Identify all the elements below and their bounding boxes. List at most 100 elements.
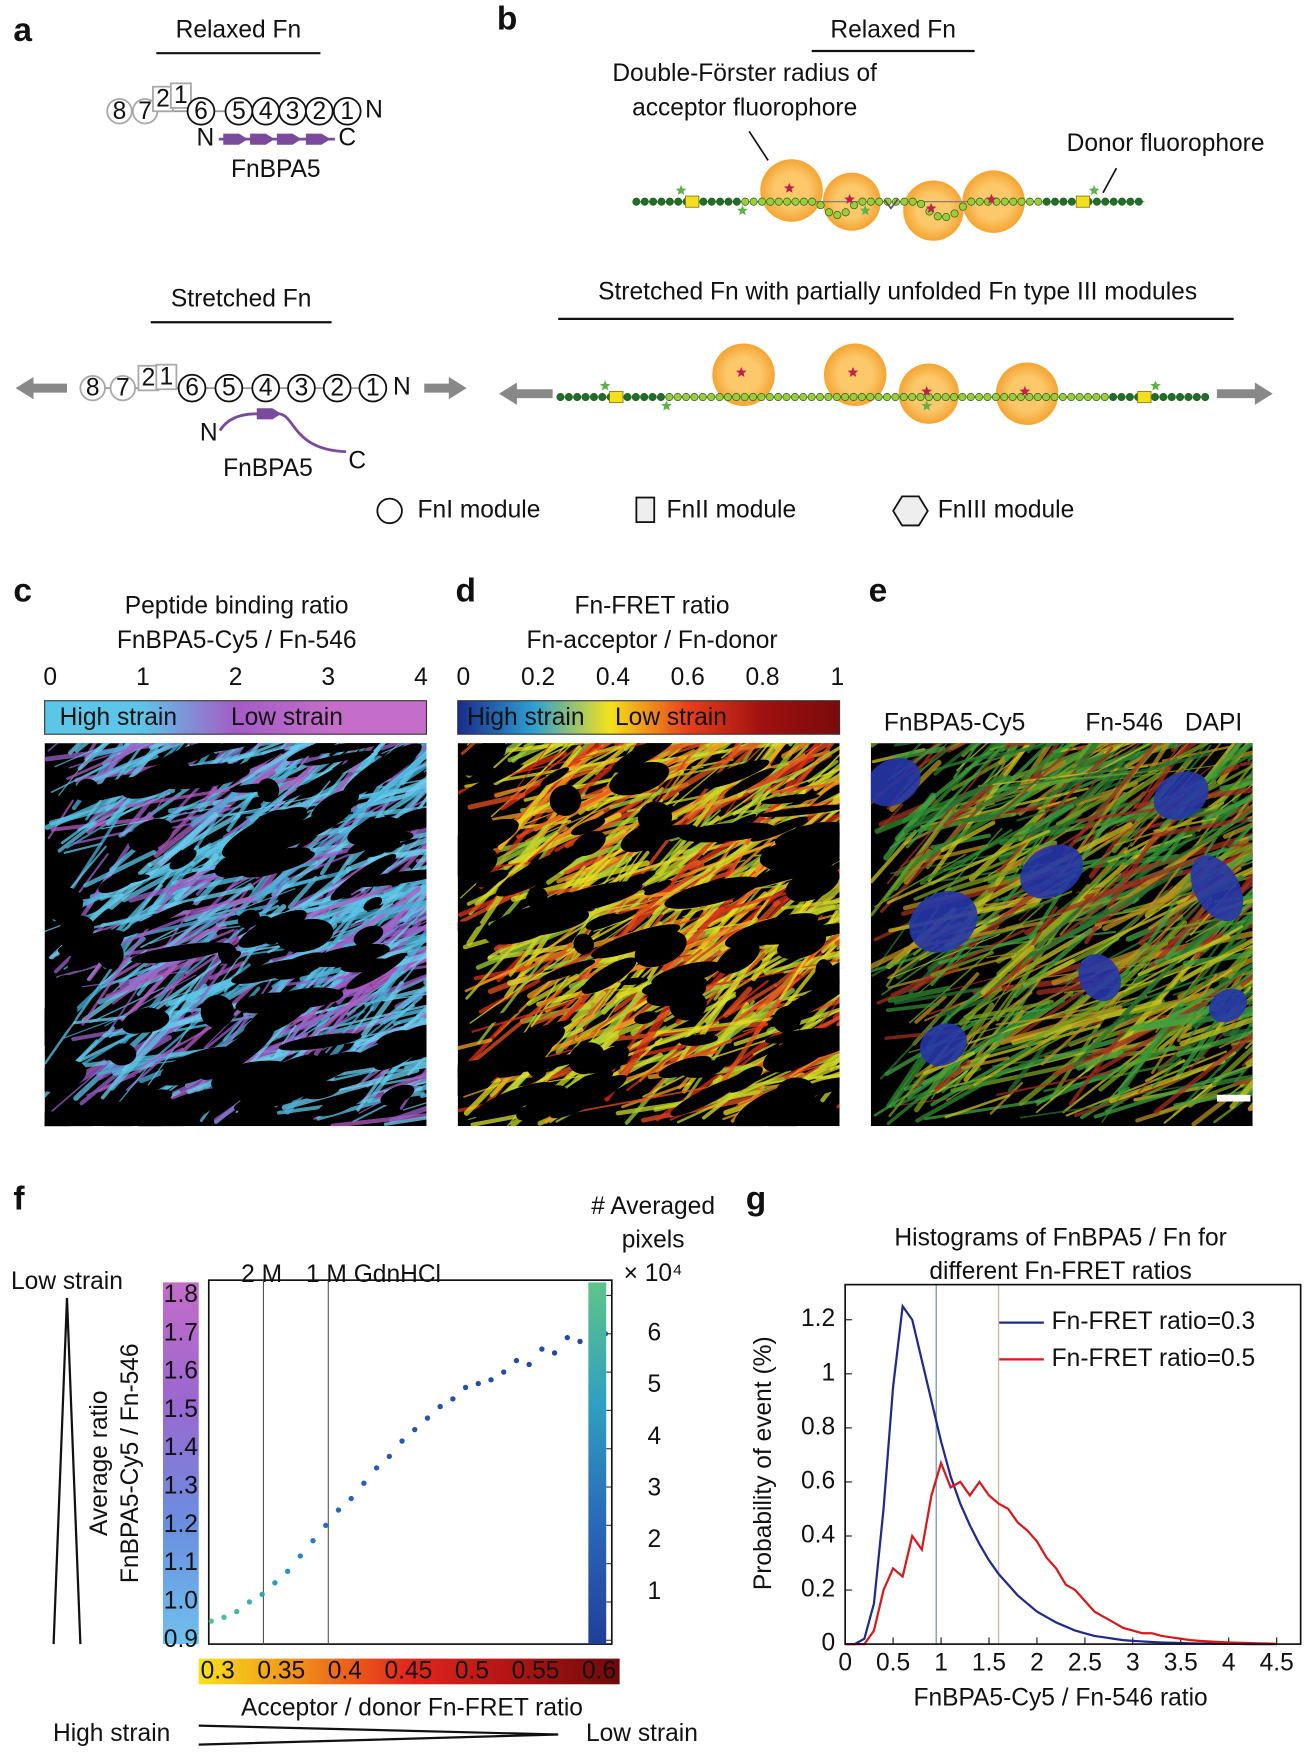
module-number: 2 — [330, 375, 344, 402]
donor-star — [1088, 184, 1100, 195]
module-number: 4 — [259, 98, 273, 125]
chain-bead — [1167, 393, 1176, 402]
chain-bead — [732, 393, 741, 402]
fiber — [1081, 894, 1182, 964]
fiber — [185, 899, 279, 975]
void — [525, 887, 548, 908]
point — [564, 1334, 570, 1341]
fiber — [1242, 978, 1253, 987]
y-colorbar — [163, 1282, 199, 1645]
void — [237, 909, 260, 929]
fiber — [945, 1075, 986, 1102]
strain-label: Low strain — [586, 1720, 698, 1747]
fiber — [295, 973, 427, 1029]
fiber — [894, 743, 919, 747]
fiber — [890, 929, 1025, 997]
fiber — [781, 935, 840, 1011]
module-number: 6 — [185, 375, 199, 402]
fiber — [876, 966, 960, 1005]
fiber — [249, 743, 356, 823]
fiber — [389, 1105, 427, 1124]
void — [44, 1009, 63, 1040]
void — [609, 761, 670, 796]
panel-label: d — [456, 572, 476, 609]
reference-label: 2 M — [241, 1261, 282, 1288]
void — [221, 950, 242, 964]
chain-bead — [1118, 197, 1127, 206]
point — [259, 1591, 265, 1597]
x-tick-label: 0.3 — [201, 1658, 235, 1685]
fiber — [421, 752, 427, 761]
fiber — [100, 804, 232, 830]
fiber — [1222, 910, 1253, 939]
chain-bead — [682, 393, 691, 402]
point — [424, 1415, 431, 1421]
void — [286, 743, 346, 762]
fiber — [894, 746, 946, 760]
fiber — [727, 983, 778, 1016]
fiber — [832, 1010, 840, 1020]
count-colorbar — [588, 1282, 607, 1645]
fiber — [1076, 1049, 1124, 1071]
fiber — [1241, 1084, 1253, 1098]
chain-bead — [698, 393, 707, 402]
void — [108, 1043, 137, 1066]
peptide-name: FnBPA5 — [223, 455, 313, 482]
chain-bead — [564, 393, 573, 402]
chain-bead — [707, 197, 716, 206]
chain-bead — [841, 208, 850, 217]
void — [473, 1082, 554, 1118]
fiber — [887, 985, 951, 1003]
fiber — [464, 942, 573, 993]
module-number: 1 — [160, 364, 174, 391]
chain-bead — [967, 197, 976, 206]
fiber — [980, 944, 1035, 995]
fiber — [915, 1067, 1011, 1123]
fiber — [1224, 1076, 1253, 1100]
void — [679, 1034, 719, 1046]
pointer — [748, 130, 769, 161]
fiber — [1247, 834, 1253, 841]
fiber — [274, 743, 311, 774]
fiber — [327, 753, 427, 839]
y-tick-label: 1.4 — [164, 1434, 198, 1461]
void — [233, 1081, 318, 1112]
fiber — [1223, 823, 1253, 858]
void — [377, 1030, 409, 1045]
y-tick-label: 1.0 — [164, 1587, 198, 1614]
void — [471, 1010, 519, 1027]
fiber — [995, 1007, 1133, 1026]
donor-star — [921, 400, 933, 411]
fiber — [261, 869, 350, 894]
x-tick-label: 0.5 — [455, 1658, 489, 1685]
fiber — [944, 1094, 1010, 1119]
fiber — [1247, 1101, 1253, 1112]
point — [221, 1614, 227, 1620]
point — [501, 1369, 507, 1375]
fiber — [661, 743, 760, 801]
fiber — [1019, 1102, 1124, 1119]
void — [242, 850, 315, 878]
fn1-module — [332, 96, 362, 126]
fiber — [1244, 1040, 1253, 1050]
chain-bead — [917, 199, 926, 208]
fiber — [1153, 815, 1253, 838]
point — [297, 1553, 303, 1559]
module-number: 2 — [142, 365, 156, 392]
point — [399, 1438, 405, 1444]
fiber — [1039, 763, 1075, 791]
fiber — [1241, 1052, 1253, 1067]
micrograph — [870, 743, 1253, 1127]
fiber — [1147, 743, 1171, 774]
colorbar-label: Low strain — [231, 704, 343, 731]
void — [169, 849, 197, 870]
fiber — [1170, 743, 1184, 753]
chain-bead — [1109, 393, 1118, 402]
void — [681, 1060, 725, 1078]
fiber — [1109, 899, 1200, 917]
chain-bead — [808, 197, 817, 206]
module-number: 1 — [366, 375, 380, 402]
colorbar — [457, 700, 841, 735]
fiber — [1016, 792, 1103, 822]
